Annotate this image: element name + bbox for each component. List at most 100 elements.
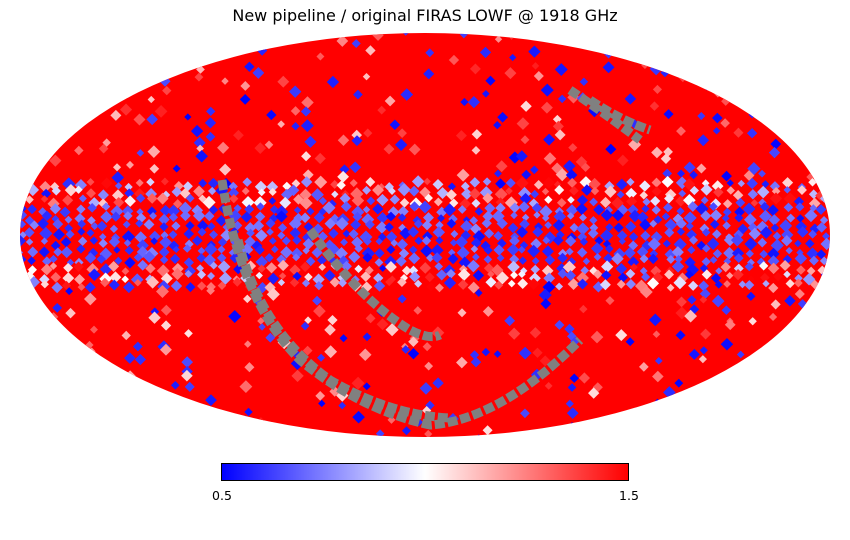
map-pixel [565,247,574,256]
map-pixel [160,343,172,356]
map-pixel [197,227,207,237]
map-pixel [123,239,132,247]
map-pixel [419,262,432,274]
map-pixel [156,192,169,205]
map-pixel [324,345,338,359]
map-pixel [784,295,796,307]
map-pixel [544,195,553,204]
map-pixel [554,320,565,330]
map-pixel [74,213,86,225]
map-pixel [372,203,384,215]
map-pixel [485,276,497,288]
map-pixel [721,214,730,223]
map-pixel [639,267,648,275]
map-pixel [74,185,83,194]
map-pixel [474,207,484,216]
map-pixel [517,278,529,289]
map-pixel [450,230,459,238]
map-pixel [436,206,448,218]
map-pixel [625,337,635,347]
map-pixel [291,122,300,131]
map-pixel [244,61,255,72]
map-pixel [387,415,396,424]
map-pixel [636,246,649,258]
map-pixel [312,273,325,286]
map-pixel [579,213,587,222]
map-pixel [255,229,268,242]
map-pixel [193,185,205,198]
map-pixel [292,235,302,245]
map-pixel [495,178,506,190]
map-pixel [483,255,493,264]
map-pixel [348,228,359,240]
map-pixel [90,222,99,231]
map-pixel [376,212,389,224]
map-pixel [565,399,574,408]
map-pixel [742,202,756,216]
map-pixel [664,188,677,201]
map-pixel [40,195,49,203]
map-pixel [794,273,803,283]
map-pixel [770,223,780,233]
map-pixel [183,257,194,268]
map-pixel [448,54,460,66]
map-pixel [543,231,557,244]
map-pixel [40,237,49,245]
map-pixel [108,279,120,291]
map-pixel [299,188,312,201]
map-pixel [208,205,219,215]
map-pixel [726,179,734,187]
map-pixel [29,220,40,230]
map-pixel [239,93,251,105]
map-pixel [241,195,255,209]
map-pixel [469,350,480,360]
map-pixel [279,196,292,209]
map-pixel [711,294,725,308]
map-pixel [206,286,215,296]
map-pixel [362,185,372,195]
map-pixel [158,246,170,258]
map-pixel [483,263,495,274]
map-pixel [401,33,411,36]
map-pixel [264,253,274,263]
map-pixel [664,218,678,232]
map-pixel [509,53,517,62]
map-pixel [768,146,781,159]
map-pixel [491,264,504,277]
map-pixel [121,275,129,284]
map-pixel [266,228,274,236]
map-pixel [374,248,385,259]
map-pixel [114,182,123,190]
map-pixel [700,183,713,196]
map-pixel [90,325,98,334]
map-pixel [254,180,267,193]
map-pixel [686,263,700,277]
map-pixel [342,229,351,238]
map-pixel [504,67,517,80]
map-pixel [84,252,97,264]
map-pixel [349,179,358,188]
map-pixel [676,296,687,308]
map-pixel [460,220,473,233]
map-pixel [816,249,827,260]
map-pixel [323,269,336,282]
map-pixel [612,209,624,222]
map-pixel [589,197,598,207]
map-pixel [375,237,383,246]
map-pixel [746,291,756,301]
map-pixel [302,247,310,255]
map-pixel [436,269,448,281]
map-pixel [277,259,289,272]
map-pixel [722,207,732,217]
map-pixel [59,206,71,218]
map-pixel [87,247,99,259]
map-pixel [149,163,160,174]
map-pixel [783,202,794,213]
map-pixel [354,264,363,274]
map-pixel [677,169,686,178]
map-pixel [386,245,396,255]
map-pixel [134,353,147,366]
map-pixel [171,267,184,281]
map-pixel [160,177,169,186]
map-pixel [233,264,244,275]
